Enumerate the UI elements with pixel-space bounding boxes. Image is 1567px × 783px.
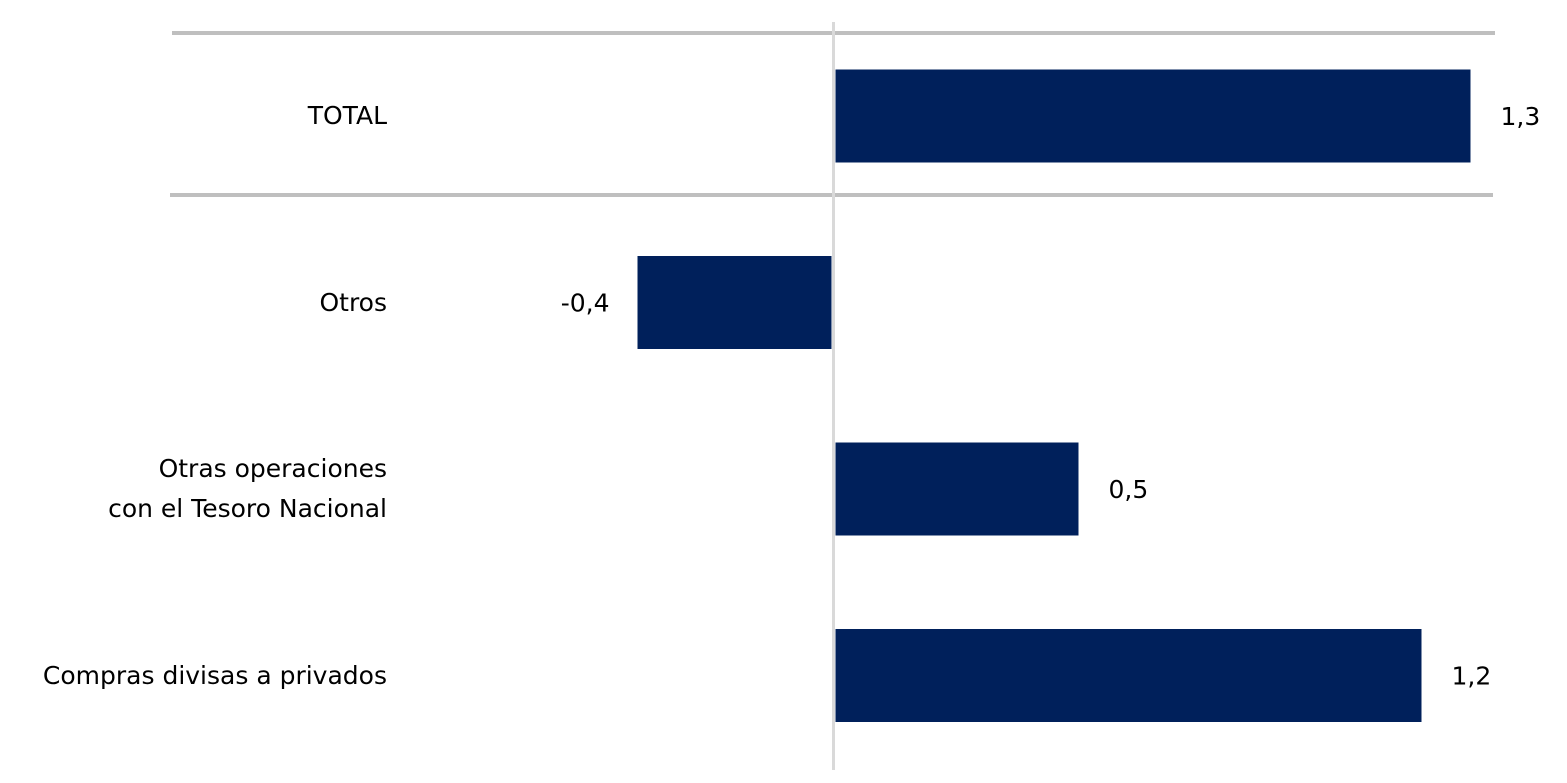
value-label: 1,3 (1501, 102, 1541, 131)
category-label: Otros (319, 287, 387, 317)
category-label: Otras operaciones con el Tesoro Nacional (108, 454, 387, 523)
category-label: TOTAL (307, 101, 387, 130)
bar (637, 256, 832, 349)
bar (835, 442, 1079, 536)
bar (835, 629, 1422, 722)
category-label: Compras divisas a privados (42, 660, 387, 690)
value-label: 0,5 (1109, 475, 1149, 504)
value-label: -0,4 (561, 289, 610, 318)
bar (835, 69, 1471, 163)
value-label: 1,2 (1452, 662, 1492, 691)
